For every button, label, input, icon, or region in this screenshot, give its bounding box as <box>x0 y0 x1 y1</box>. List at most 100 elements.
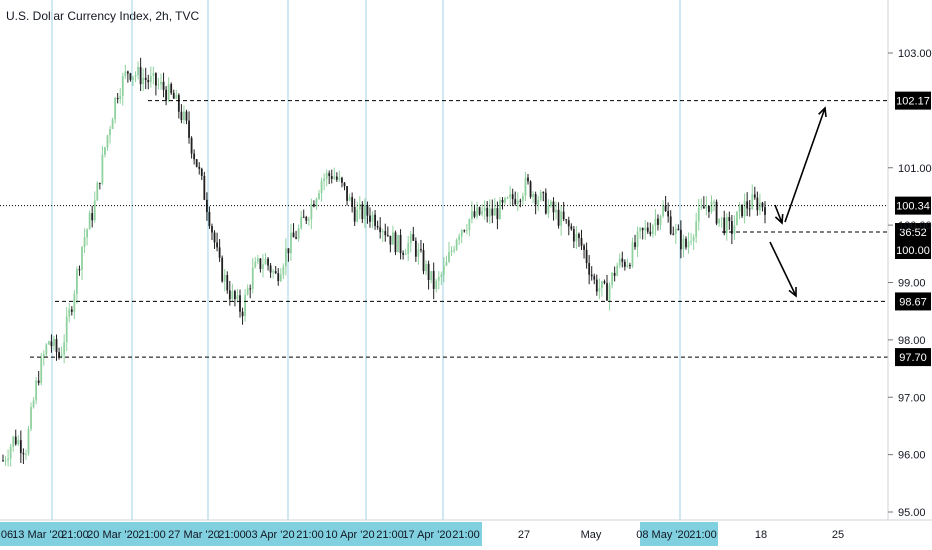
candles <box>2 57 766 467</box>
candle-body <box>718 218 721 224</box>
candle-body <box>519 200 522 202</box>
candle-body <box>177 95 180 112</box>
candle-body <box>641 228 644 231</box>
candle-body <box>302 216 305 218</box>
candle-body <box>328 173 331 177</box>
candle-body <box>119 95 122 100</box>
candle-body <box>583 245 585 250</box>
candle-body <box>221 257 224 282</box>
x-tick-label: May <box>581 529 602 541</box>
candle-body <box>708 205 710 212</box>
arrow-line <box>784 107 826 223</box>
candle-body <box>4 460 7 462</box>
candle-body <box>595 279 598 292</box>
y-tick-label: 96.00 <box>898 450 926 462</box>
candle-body <box>341 177 343 183</box>
candle-body <box>7 458 9 461</box>
candle-body <box>593 276 596 280</box>
candle-body <box>295 237 297 239</box>
candle-body <box>358 204 361 210</box>
candle-body <box>216 242 218 248</box>
x-tick-label: 21:00 <box>452 529 480 541</box>
candle-body <box>420 249 422 251</box>
candle-body <box>440 274 443 277</box>
candle-body <box>555 209 557 213</box>
candle-body <box>506 197 509 199</box>
candle-body <box>527 177 529 182</box>
candle-body <box>109 128 111 136</box>
candle-body <box>501 199 504 203</box>
candle-body <box>465 230 468 232</box>
candle-body <box>759 202 761 211</box>
candle-body <box>193 153 196 160</box>
candle-body <box>195 159 198 167</box>
candle-body <box>228 290 231 300</box>
x-tick-label: 21:00 <box>138 529 166 541</box>
candle-body <box>695 221 698 237</box>
candle-body <box>114 97 117 120</box>
candle-body <box>730 221 733 234</box>
candle-body <box>690 240 692 242</box>
candle-body <box>493 208 496 216</box>
candle-body <box>404 253 407 255</box>
candle-body <box>407 243 410 254</box>
candle-body <box>629 265 631 267</box>
candle-body <box>590 274 593 277</box>
level-label: 36:52 <box>899 227 927 239</box>
candle-body <box>504 197 506 203</box>
candle-body <box>369 215 371 222</box>
candle-body <box>537 199 540 205</box>
candle-body <box>374 214 376 226</box>
candle-body <box>310 203 313 220</box>
candle-body <box>499 199 501 220</box>
candle-body <box>753 194 756 198</box>
candle-body <box>397 234 399 253</box>
candle-body <box>335 176 338 180</box>
candle-body <box>96 182 99 201</box>
candle-body <box>544 192 547 214</box>
candle-body <box>550 201 552 206</box>
candle-body <box>751 194 754 209</box>
candle-body <box>603 281 606 284</box>
candle-body <box>37 380 40 383</box>
level-label-box <box>895 196 931 215</box>
candle-body <box>386 235 389 237</box>
candle-body <box>277 273 280 282</box>
candle-body <box>267 258 269 266</box>
candle-body <box>78 269 81 271</box>
candle-body <box>644 227 647 231</box>
candle-body <box>437 276 440 281</box>
candle-body <box>414 240 417 257</box>
candle-body <box>2 460 4 462</box>
candle-body <box>351 197 354 207</box>
candle-body <box>483 207 486 211</box>
candle-body <box>366 205 369 216</box>
candle-body <box>427 263 430 280</box>
candle-body <box>272 271 275 273</box>
candle-body <box>155 73 157 86</box>
candle-body <box>249 288 252 290</box>
x-axis-highlight <box>640 522 718 546</box>
candle-body <box>188 120 190 138</box>
candle-body <box>30 407 32 429</box>
candle-body <box>284 248 287 267</box>
candle-body <box>318 193 320 199</box>
price-marker-box <box>895 241 931 260</box>
candle-body <box>476 207 478 217</box>
candle-body <box>290 232 292 254</box>
candle-body <box>748 208 751 210</box>
candle-body <box>547 205 550 214</box>
candle-body <box>27 428 30 454</box>
candle-body <box>585 249 588 264</box>
level-label-box <box>895 223 931 242</box>
candle-body <box>254 261 257 268</box>
candle-body <box>445 261 448 266</box>
candle-body <box>425 263 427 272</box>
candle-body <box>761 202 764 208</box>
chart-title: U.S. Dollar Currency Index, 2h, TVC <box>6 9 200 23</box>
candle-body <box>116 97 119 100</box>
candle-body <box>63 342 66 355</box>
candle-body <box>53 339 55 347</box>
